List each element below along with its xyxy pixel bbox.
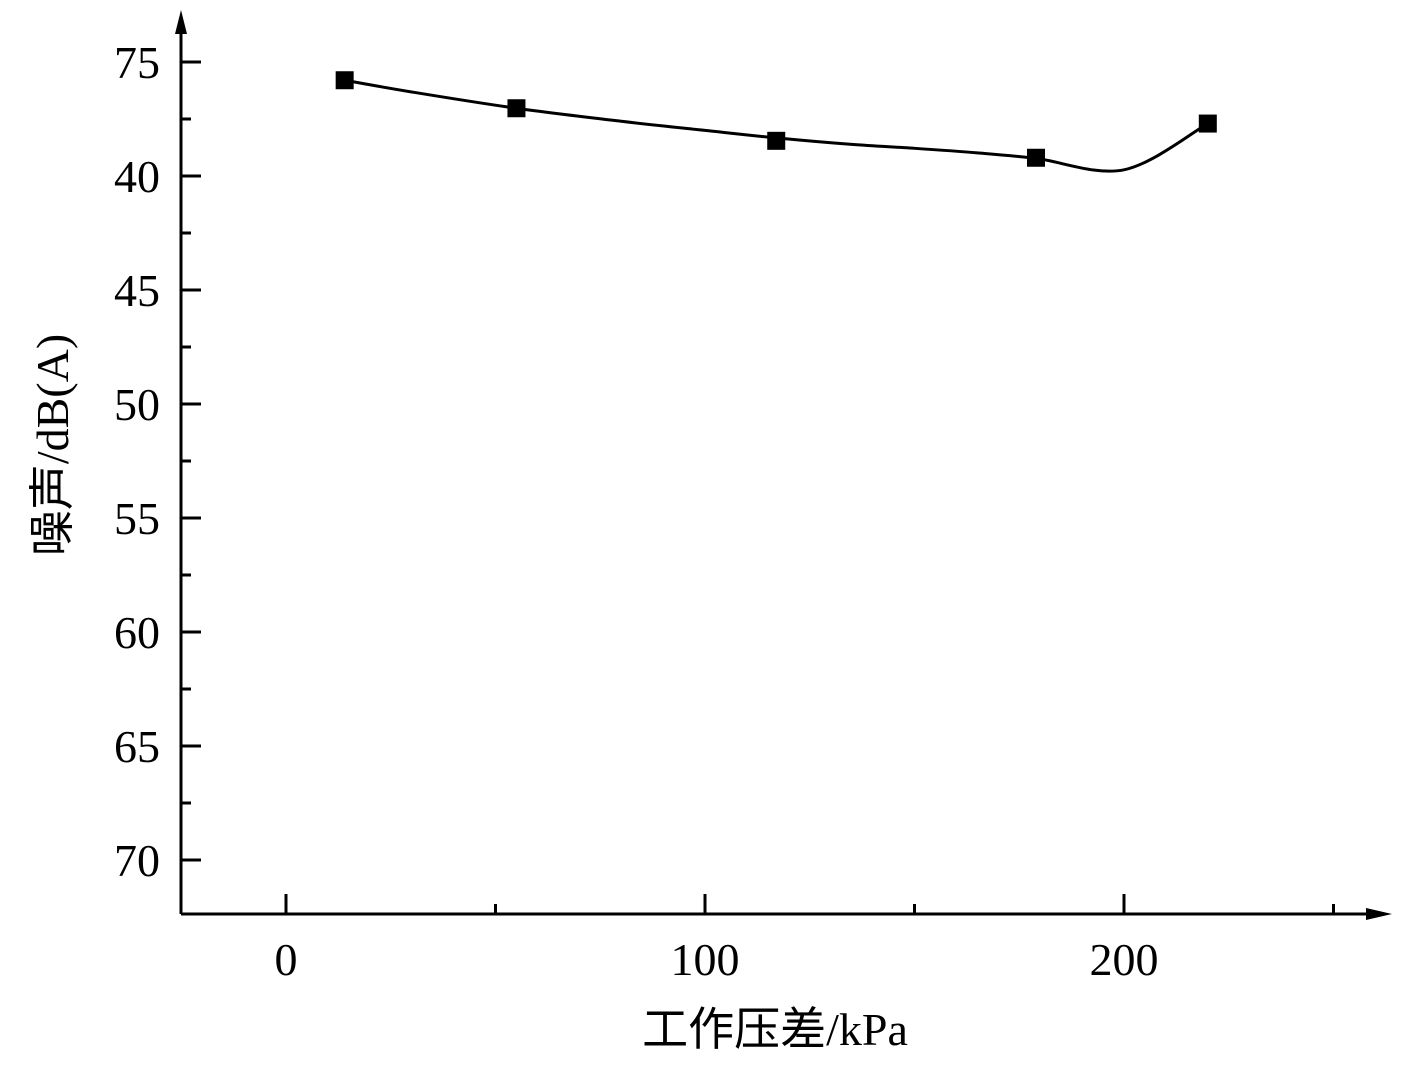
y-tick-label: 75 [114,37,160,88]
x-tick-label: 100 [671,934,740,985]
y-tick-label: 45 [114,265,160,316]
data-point-marker [1027,148,1046,167]
data-point-marker [335,71,354,90]
x-axis-title: 工作压差/kPa [642,1004,908,1055]
data-point-marker [767,131,786,150]
y-axis-title: 噪声/dB(A) [27,334,78,556]
y-tick-label: 40 [114,151,160,202]
x-tick-label: 0 [275,934,298,985]
tick-labels-layer: 75 40 45 50 55 60 65 70 0 100 200 [114,37,1159,985]
y-tick-label: 70 [114,835,160,886]
y-tick-label: 65 [114,721,160,772]
x-tick-label: 200 [1090,934,1159,985]
y-tick-label: 55 [114,493,160,544]
y-tick-label: 60 [114,607,160,658]
y-tick-label: 50 [114,379,160,430]
y-axis-arrow [175,10,187,34]
data-points-layer [335,71,1217,167]
axes-layer [175,10,1392,920]
x-axis-arrow [1366,908,1392,920]
fit-curve-line [344,78,1209,173]
data-point-marker [1198,114,1217,133]
data-point-marker [507,99,526,118]
